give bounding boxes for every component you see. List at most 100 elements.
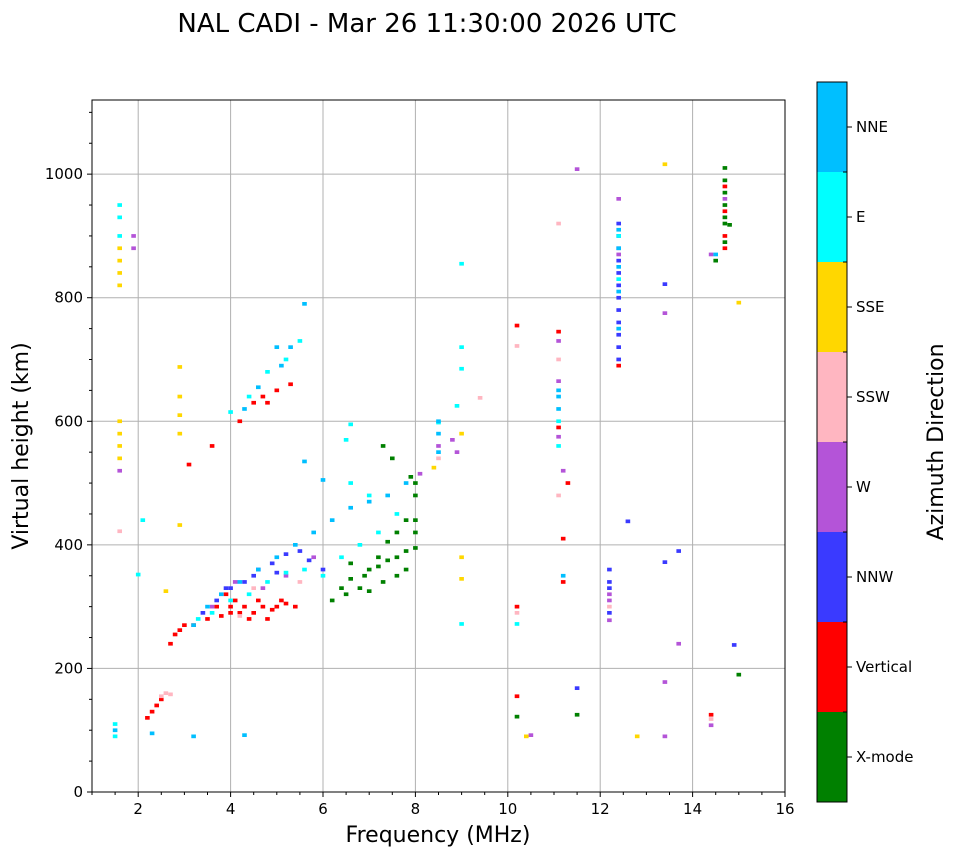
x-tick-label: 16 [775, 800, 794, 818]
echo-point [177, 394, 183, 399]
data-points [112, 162, 742, 739]
echo-point [311, 555, 316, 560]
echo-point [242, 580, 247, 584]
echo-point [556, 419, 561, 424]
echo-point [403, 518, 409, 522]
echo-point [177, 523, 183, 527]
echo-point [722, 246, 728, 251]
echo-point [676, 549, 681, 553]
colorbar-swatch [817, 712, 847, 802]
echo-point [168, 641, 173, 646]
echo-point [616, 332, 621, 337]
series-w [117, 167, 728, 739]
echo-point [260, 604, 266, 609]
echo-point [616, 258, 621, 263]
echo-point [514, 323, 520, 328]
echo-point [366, 499, 372, 504]
echo-point [251, 573, 256, 578]
echo-point [413, 518, 418, 522]
echo-point [214, 598, 219, 603]
echo-point [228, 604, 233, 609]
echo-point [607, 604, 612, 609]
echo-point [348, 561, 353, 566]
echo-point [348, 577, 353, 581]
echo-point [731, 643, 737, 647]
echo-point [223, 586, 229, 590]
echo-point [283, 570, 289, 575]
echo-point [408, 475, 414, 479]
echo-point [320, 567, 326, 572]
echo-point [616, 357, 621, 362]
echo-point [607, 618, 612, 623]
echo-point [242, 604, 247, 609]
colorbar-label: W [856, 478, 871, 496]
series-ssw [117, 221, 714, 721]
echo-point [242, 733, 247, 737]
echo-point [385, 493, 390, 498]
echo-point [556, 444, 561, 448]
echo-point [366, 493, 372, 498]
echo-point [339, 555, 344, 560]
echo-point [265, 617, 270, 621]
echo-point [163, 691, 169, 695]
azimuth-colorbar: X-mode Vertical NNW W SSW SSE E NNE [816, 81, 913, 803]
x-tick-label: 6 [318, 800, 328, 818]
echo-point [450, 438, 455, 442]
echo-point [376, 555, 381, 560]
echo-point [256, 598, 261, 603]
echo-point [574, 712, 580, 717]
echo-point [514, 622, 520, 626]
echo-point [413, 481, 418, 485]
echo-point [209, 604, 215, 609]
echo-point [172, 632, 178, 637]
echo-point [348, 481, 353, 485]
echo-point [662, 680, 668, 684]
echo-point [357, 586, 363, 590]
echo-point [251, 611, 256, 615]
echo-point [306, 558, 312, 563]
echo-point [117, 246, 122, 251]
echo-point [329, 598, 335, 603]
echo-point [279, 598, 284, 603]
echo-point [722, 190, 728, 195]
echo-point [219, 592, 224, 597]
echo-point [269, 561, 275, 566]
echo-point [708, 252, 714, 257]
echo-point [154, 703, 159, 708]
colorbar-label: NNW [856, 568, 893, 586]
echo-point [417, 471, 423, 476]
echo-point [191, 623, 196, 627]
echo-point [205, 604, 210, 609]
echo-point [302, 567, 307, 572]
echo-point [320, 573, 326, 578]
echo-point [727, 223, 732, 227]
echo-point [357, 543, 363, 547]
echo-point [413, 546, 418, 550]
echo-point [131, 246, 136, 251]
echo-point [556, 493, 561, 498]
echo-point [274, 555, 280, 560]
colorbar-swatch [817, 172, 847, 262]
echo-point [722, 209, 728, 214]
echo-point [616, 246, 621, 251]
echo-point [117, 444, 122, 448]
echo-point [237, 614, 243, 618]
echo-point [616, 221, 621, 226]
x-axis-label: Frequency (MHz) [346, 823, 531, 848]
echo-point [200, 611, 206, 615]
echo-point [274, 388, 280, 393]
echo-point [616, 326, 621, 331]
y-axis-label: Virtual height (km) [9, 342, 34, 549]
echo-point [159, 694, 164, 699]
echo-point [662, 311, 668, 315]
echo-point [117, 215, 122, 220]
echo-point [297, 339, 303, 343]
echo-point [376, 530, 381, 535]
colorbar-swatch [817, 262, 847, 352]
echo-point [556, 388, 561, 393]
echo-point [232, 580, 238, 584]
echo-point [177, 628, 183, 632]
echo-point [556, 379, 561, 383]
series-sse [117, 162, 742, 739]
echo-point [459, 366, 464, 371]
